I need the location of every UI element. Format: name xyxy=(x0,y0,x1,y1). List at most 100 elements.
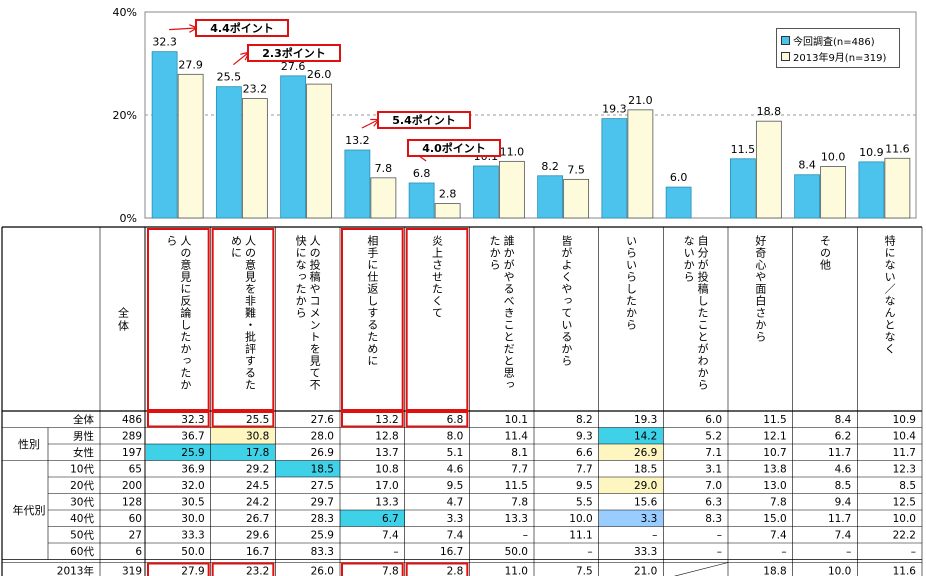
table-cell: 13.3 xyxy=(375,497,398,509)
table-cell: 23.2 xyxy=(246,566,269,576)
table-cell: 22.2 xyxy=(893,530,916,542)
highlight-cell xyxy=(598,510,664,527)
table-cell: 30.8 xyxy=(246,431,269,443)
bar-2013 xyxy=(627,109,654,219)
callout-box xyxy=(247,44,341,62)
legend-item-current: 今回調査(n=486) xyxy=(781,32,895,48)
highlight-cell xyxy=(598,477,664,494)
data-label: 7.8 xyxy=(375,162,393,175)
category-header: めに xyxy=(230,235,243,259)
data-label: 10.9 xyxy=(859,146,884,159)
category-header: 人の意見を非難・批評するた xyxy=(244,235,257,391)
red-outline-2013 xyxy=(341,562,404,576)
data-label: 26.0 xyxy=(307,68,332,81)
bar-2013 xyxy=(563,178,590,219)
red-outline-header xyxy=(341,228,404,411)
table-cell: 21.0 xyxy=(634,566,657,576)
category-header: 人の意見に反論したかったか xyxy=(179,235,192,391)
table-cell: 18.5 xyxy=(311,464,334,476)
table-cell: 12.3 xyxy=(893,464,916,476)
table-cell: 5.1 xyxy=(447,447,464,459)
table-cell: 6.3 xyxy=(705,497,722,509)
bar-series xyxy=(151,51,911,219)
table-cell: 50.0 xyxy=(181,546,204,558)
callout-arrow xyxy=(233,53,248,66)
category-header: 相手に仕返しするために xyxy=(366,235,379,367)
highlight-cell xyxy=(210,444,276,461)
data-label: 21.0 xyxy=(628,94,653,107)
table-cell: 7.4 xyxy=(770,530,787,542)
row-label: 20代 xyxy=(70,480,94,492)
category-header: 好奇心や面白さから xyxy=(754,234,767,343)
data-label: 8.2 xyxy=(541,160,559,173)
table-cell: 26.9 xyxy=(311,447,334,459)
data-label: 11.5 xyxy=(731,143,756,156)
callout-arrow xyxy=(169,28,196,30)
table-cell: – xyxy=(652,530,657,542)
data-label: 13.2 xyxy=(345,134,370,147)
table-cell: 7.8 xyxy=(770,497,787,509)
table-cell: 9.4 xyxy=(835,497,852,509)
bar-current xyxy=(601,118,628,219)
table-cell: 30.0 xyxy=(181,513,204,525)
category-header: いらいらしたから xyxy=(625,235,638,331)
table-cell: 7.4 xyxy=(382,530,399,542)
table-cell: 6.8 xyxy=(447,414,464,426)
data-label: 6.8 xyxy=(413,167,431,180)
row-label: 10代 xyxy=(70,464,94,476)
callout-box xyxy=(377,111,471,129)
highlight-cell xyxy=(210,427,276,444)
bar-current xyxy=(215,86,242,219)
bar-current xyxy=(665,186,692,219)
table-cell: 3.3 xyxy=(641,513,658,525)
table-cell: 50.0 xyxy=(505,546,528,558)
table-cell: 24.5 xyxy=(246,480,269,492)
table-cell: 9.5 xyxy=(576,480,593,492)
chart-legend: 今回調査(n=486) 2013年9月(n=319) xyxy=(776,28,900,68)
callout-text: 4.0ポイント xyxy=(422,141,486,155)
table-cell: 36.9 xyxy=(181,464,204,476)
callout-text: 2.3ポイント xyxy=(262,46,326,60)
bar-2013 xyxy=(884,157,911,219)
table-cell: – xyxy=(781,546,786,558)
table-cell: 10.0 xyxy=(569,513,592,525)
table-cell: 10.7 xyxy=(763,447,786,459)
table-cell: – xyxy=(911,546,916,558)
table-cell: 8.4 xyxy=(835,414,852,426)
red-outline-2013 xyxy=(211,562,275,576)
data-label: 27.6 xyxy=(281,60,306,73)
table-cell: 13.3 xyxy=(505,513,528,525)
total-header: 全体 xyxy=(117,306,130,333)
table-cell: 7.5 xyxy=(576,566,593,576)
table-cell: 5.5 xyxy=(576,497,593,509)
table-cell: 12.8 xyxy=(375,431,398,443)
table-cell: 9.5 xyxy=(447,480,464,492)
table-cell: – xyxy=(587,546,592,558)
data-label: 2.8 xyxy=(439,188,457,201)
table-cell: 7.4 xyxy=(447,530,464,542)
bar-2013 xyxy=(820,166,847,219)
table-cell: 9.3 xyxy=(576,431,593,443)
table-cell: 17.8 xyxy=(246,447,269,459)
data-label: 11.0 xyxy=(500,145,525,158)
row-label: 30代 xyxy=(70,497,94,509)
table-cell: 18.5 xyxy=(634,464,657,476)
table-cell: 8.0 xyxy=(447,431,464,443)
data-label: 11.6 xyxy=(885,142,910,155)
table-cell: 28.3 xyxy=(311,513,334,525)
table-cell: 4.6 xyxy=(447,464,464,476)
table-cell: 27.9 xyxy=(181,566,204,576)
table-cell: 28.0 xyxy=(311,431,334,443)
bar-current xyxy=(280,75,307,219)
row-n: 6 xyxy=(135,546,142,558)
table-cell: 10.8 xyxy=(375,464,398,476)
highlight-cell xyxy=(598,444,664,461)
row-label: 60代 xyxy=(70,546,94,558)
chart-grid xyxy=(144,11,917,219)
table-cell: 32.0 xyxy=(181,480,204,492)
bar-2013 xyxy=(370,177,397,219)
table-cell: 29.7 xyxy=(311,497,334,509)
table-cell: 11.7 xyxy=(828,513,851,525)
table-cell: 17.0 xyxy=(375,480,398,492)
difference-callouts: 4.4ポイント 2.3ポイント 5.4ポイント 4.0ポイント xyxy=(169,19,501,162)
